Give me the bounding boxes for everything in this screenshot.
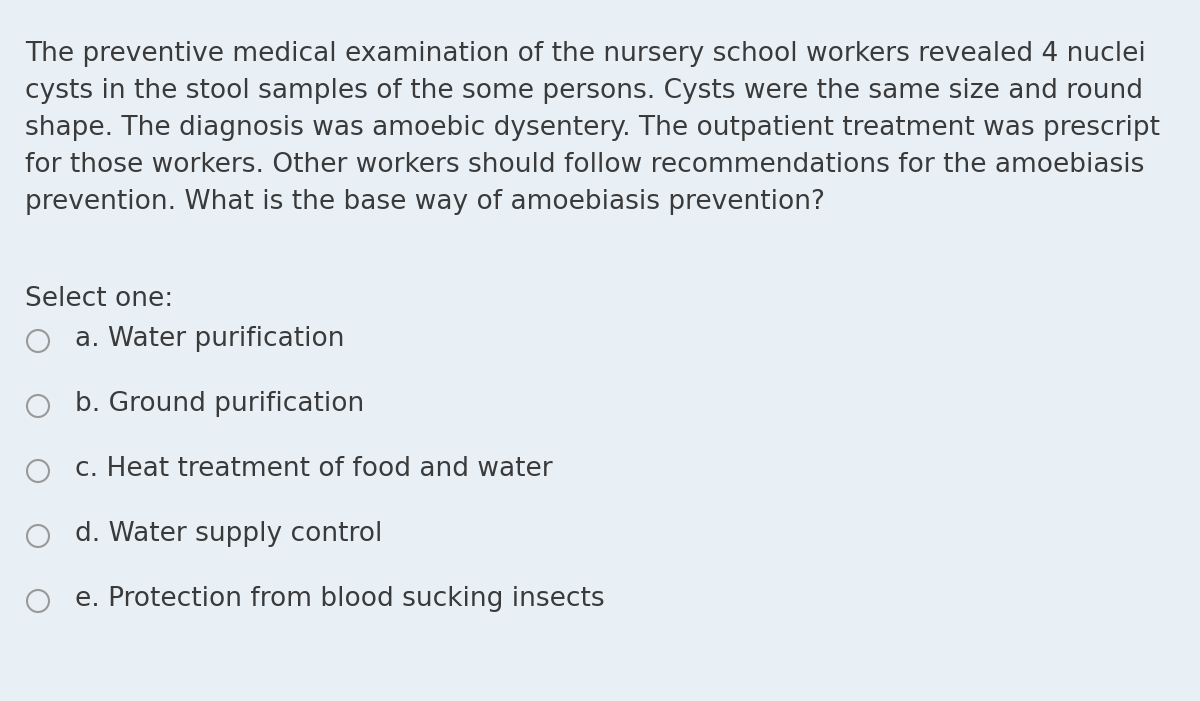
Text: a. Water purification: a. Water purification bbox=[74, 326, 344, 352]
Text: b. Ground purification: b. Ground purification bbox=[74, 391, 365, 417]
Text: The preventive medical examination of the nursery school workers revealed 4 nucl: The preventive medical examination of th… bbox=[25, 41, 1160, 215]
Text: e. Protection from blood sucking insects: e. Protection from blood sucking insects bbox=[74, 586, 605, 612]
Text: Select one:: Select one: bbox=[25, 286, 173, 312]
Text: c. Heat treatment of food and water: c. Heat treatment of food and water bbox=[74, 456, 553, 482]
Text: d. Water supply control: d. Water supply control bbox=[74, 521, 383, 547]
